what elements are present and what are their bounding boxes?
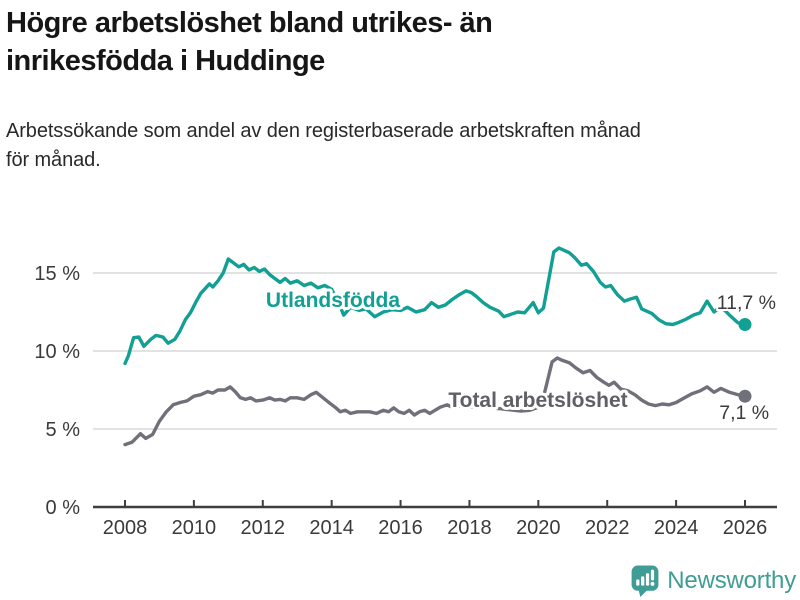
chart-subtitle-line-1: Arbetssökande som andel av den registerb… (6, 120, 641, 142)
chart-subtitle-line-2: för månad. (6, 149, 101, 171)
y-tick-label: 0 % (46, 497, 81, 519)
logo-bubble (631, 565, 659, 591)
series-label-0: Utlandsfödda (266, 289, 400, 312)
chart-subtitle: Arbetssökande som andel av den registerb… (6, 117, 790, 175)
x-tick-label: 2014 (309, 517, 354, 539)
logo-exclamation-bar (651, 569, 655, 581)
y-tick-label: 10 % (34, 341, 80, 363)
chart-title-line-2: inrikesfödda i Huddinge (6, 44, 325, 77)
series-end-dot-0 (738, 318, 752, 331)
x-tick-label: 2026 (723, 517, 768, 539)
line-chart: 0 % 5 % 10 % 15 % 2008 2010 2012 2014 2016 2018 20… (34, 246, 778, 539)
newsworthy-logo[interactable]: Newsworthy (631, 563, 796, 599)
chart-title-line-1: Högre arbetslöshet bland utrikes- än (6, 7, 493, 39)
x-tick-label: 2010 (172, 517, 217, 539)
series-line-1 (123, 356, 747, 447)
logo-bar-1 (636, 579, 640, 586)
logo-bubble-tail (638, 588, 649, 597)
y-tick-label: 15 % (34, 263, 80, 285)
series-end-value-1: 7,1 % (719, 402, 769, 424)
x-tick-label: 2016 (378, 517, 423, 539)
logo-bar-3 (646, 573, 650, 586)
series-label-1: Total arbetslöshet (448, 389, 627, 412)
brand-name: Newsworthy (667, 567, 796, 594)
x-tick-label: 2024 (654, 517, 699, 539)
x-tick-label: 2008 (103, 517, 148, 539)
y-tick-label: 5 % (46, 419, 81, 441)
series-end-dot-1 (738, 389, 752, 403)
series-end-value-0: 11,7 % (717, 292, 776, 314)
x-tick-label: 2022 (585, 517, 630, 539)
logo-bar-2 (641, 576, 645, 586)
x-tick-label: 2012 (241, 517, 286, 539)
logo-exclamation-dot (650, 581, 655, 586)
x-tick-label: 2020 (516, 517, 561, 539)
x-tick-label: 2018 (447, 517, 492, 539)
chart-title: Högre arbetslöshet bland utrikes- än inr… (6, 5, 786, 80)
series-line-0 (123, 246, 747, 366)
newsworthy-icon (631, 565, 659, 597)
